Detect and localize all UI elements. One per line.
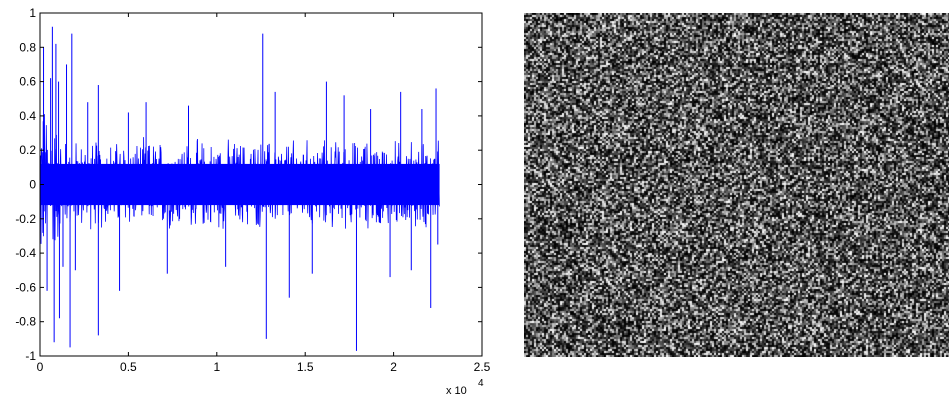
y-tick-label: -0.4 [15,246,36,260]
waveform-series [39,26,440,351]
x-tick-label: 0.5 [120,360,137,374]
y-tick-label: 1 [29,6,36,20]
x-exponent-power: 4 [478,378,484,389]
y-tick-label: 0 [29,178,36,192]
waveform-chart: 0 0.5 1 1.5 2 2.5 -1 -0.8 -0.6 -0.4 -0.2 0 0.2 0.4 0.… [15,6,490,397]
y-tick-label: -0.8 [15,315,36,329]
waveform-dense-band [40,163,440,206]
x-tick-label: 0 [37,360,44,374]
y-tick-label: 0.2 [19,143,36,157]
x-tick-label: 1 [213,360,220,374]
x-tick-label: 2 [390,360,397,374]
y-tick-label: -0.6 [15,280,36,294]
x-tick-label: 1.5 [297,360,314,374]
y-axis: -1 -0.8 -0.6 -0.4 -0.2 0 0.2 0.4 0.6 0.8 1 [15,6,482,363]
x-axis: 0 0.5 1 1.5 2 2.5 [37,13,490,374]
y-tick-label: -0.2 [15,212,36,226]
y-tick-label: -1 [25,349,36,363]
x-exponent-base: x 10 [446,385,467,397]
x-tick-label: 2.5 [474,360,490,374]
y-tick-label: 0.8 [19,40,36,54]
y-tick-label: 0.6 [19,75,36,89]
noise-image [524,13,949,357]
y-tick-label: 0.4 [19,109,36,123]
